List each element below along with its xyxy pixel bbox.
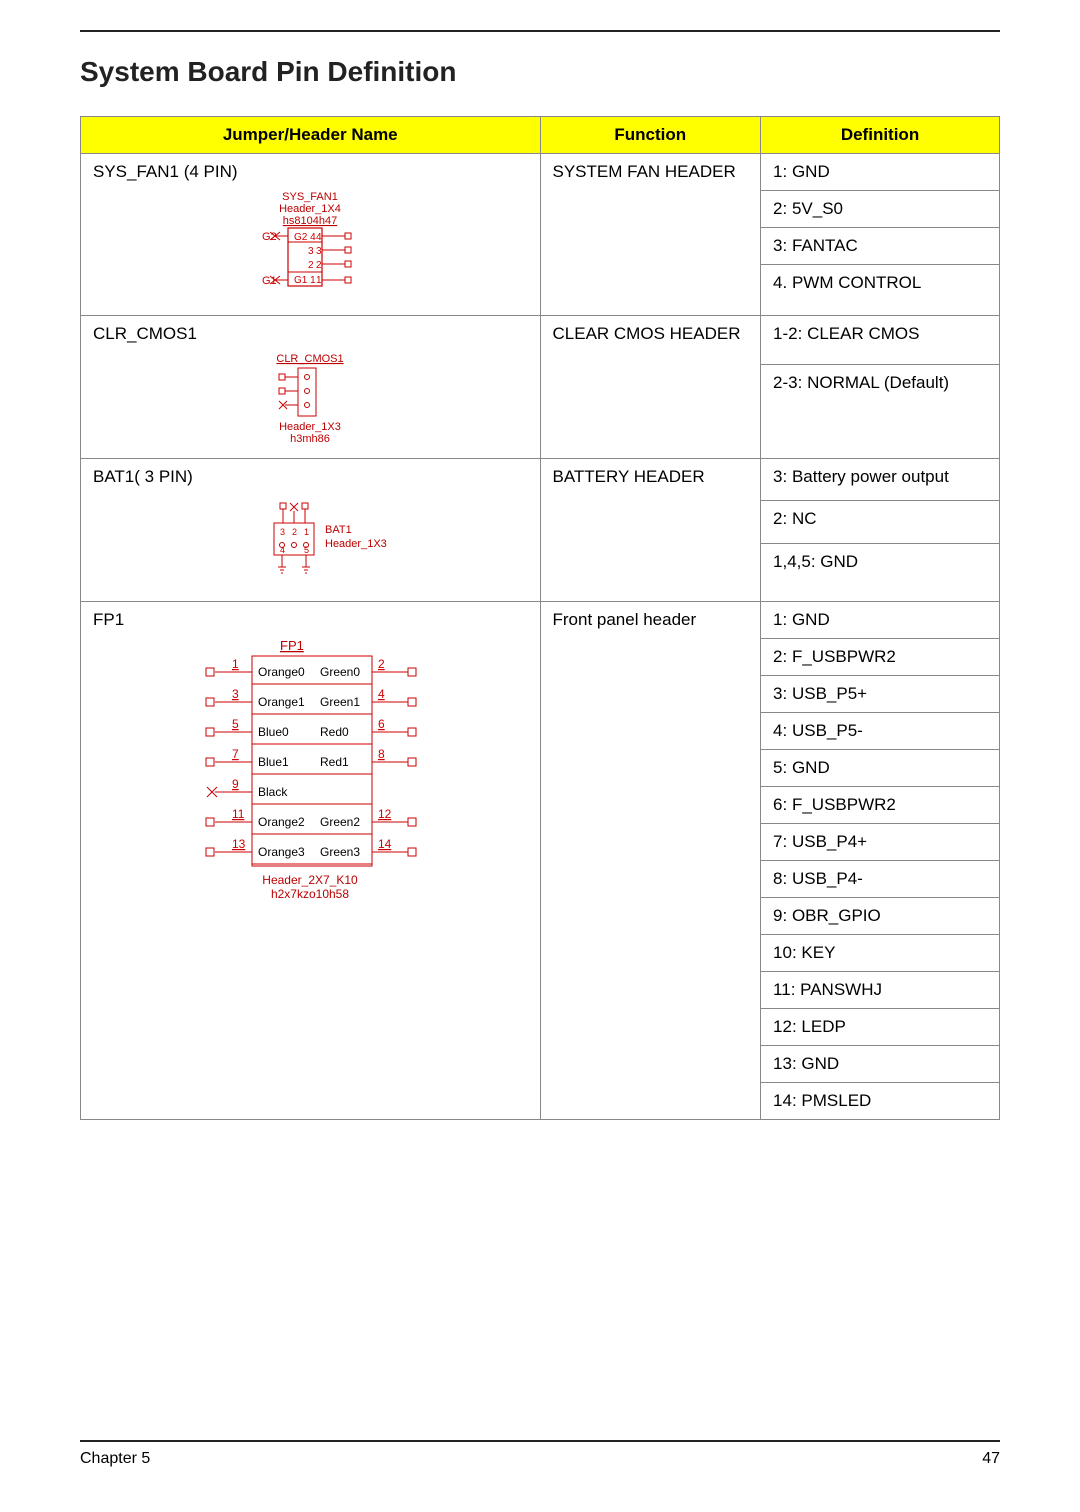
- svg-text:Green0: Green0: [320, 665, 360, 679]
- bat1-def-2: 1,4,5: GND: [761, 543, 1000, 601]
- sys-fan-def-1: 2: 5V_S0: [761, 191, 1000, 228]
- svg-text:Header_1X3: Header_1X3: [325, 538, 387, 550]
- svg-text:Orange3: Orange3: [258, 845, 305, 859]
- svg-text:1: 1: [316, 275, 322, 286]
- svg-text:h3mh86: h3mh86: [290, 433, 330, 445]
- svg-text:3: 3: [308, 246, 314, 257]
- svg-text:6: 6: [378, 717, 385, 731]
- fp1-def-0: 1: GND: [761, 602, 1000, 639]
- sys-fan-def-3: 4. PWM CONTROL: [761, 265, 1000, 316]
- fp1-func: Front panel header: [540, 602, 761, 1120]
- svg-text:1: 1: [232, 657, 239, 671]
- fp1-def-2: 3: USB_P5+: [761, 676, 1000, 713]
- svg-text:12: 12: [378, 807, 392, 821]
- svg-text:2: 2: [378, 657, 385, 671]
- fp1-def-7: 8: USB_P4-: [761, 861, 1000, 898]
- sys-fan-def-2: 3: FANTAC: [761, 228, 1000, 265]
- page-title: System Board Pin Definition: [80, 56, 1000, 88]
- svg-text:Black: Black: [258, 785, 288, 799]
- fp1-def-9: 10: KEY: [761, 935, 1000, 972]
- svg-text:5: 5: [232, 717, 239, 731]
- table-row: SYS_FAN1 (4 PIN) SYS_FAN1 Header_1X4 hs8…: [81, 154, 1000, 191]
- svg-text:Orange1: Orange1: [258, 695, 305, 709]
- clr-cmos-def-1: 2-3: NORMAL (Default): [761, 364, 1000, 458]
- clr-cmos-def-0: 1-2: CLEAR CMOS: [761, 316, 1000, 365]
- svg-text:2: 2: [308, 260, 314, 271]
- clr-cmos-func: CLEAR CMOS HEADER: [540, 316, 761, 459]
- sys-fan-func: SYSTEM FAN HEADER: [540, 154, 761, 316]
- clr-cmos-diagram: CLR_CMOS1 Header_1X3 h3mh86: [93, 350, 528, 450]
- bat1-def-1: 2: NC: [761, 501, 1000, 543]
- fp1-def-12: 13: GND: [761, 1046, 1000, 1083]
- svg-text:Green3: Green3: [320, 845, 360, 859]
- svg-text:Red1: Red1: [320, 755, 349, 769]
- svg-text:1: 1: [304, 527, 309, 537]
- svg-text:Header_1X4: Header_1X4: [279, 203, 341, 215]
- fp1-def-3: 4: USB_P5-: [761, 713, 1000, 750]
- svg-text:CLR_CMOS1: CLR_CMOS1: [277, 353, 344, 365]
- table-row: BAT1( 3 PIN) 3 2 1: [81, 459, 1000, 501]
- svg-text:Blue0: Blue0: [258, 725, 289, 739]
- svg-text:Blue1: Blue1: [258, 755, 289, 769]
- fp1-def-5: 6: F_USBPWR2: [761, 787, 1000, 824]
- svg-text:SYS_FAN1: SYS_FAN1: [282, 191, 338, 203]
- svg-text:3: 3: [280, 527, 285, 537]
- sys-fan-diagram: SYS_FAN1 Header_1X4 hs8104h47 G2 4 4 3 3…: [93, 188, 528, 298]
- sys-fan-def-0: 1: GND: [761, 154, 1000, 191]
- bat1-name: BAT1( 3 PIN): [93, 467, 528, 487]
- fp1-def-1: 2: F_USBPWR2: [761, 639, 1000, 676]
- col-header-name: Jumper/Header Name: [81, 117, 541, 154]
- fp1-diagram: FP1 12Orange0Green034Orange1Green156Blue…: [93, 636, 528, 916]
- top-rule: [80, 30, 1000, 32]
- fp1-def-4: 5: GND: [761, 750, 1000, 787]
- table-row: CLR_CMOS1 CLR_CMOS1 Header_1X3 h3mh86: [81, 316, 1000, 365]
- fp1-def-8: 9: OBR_GPIO: [761, 898, 1000, 935]
- svg-text:FP1: FP1: [280, 638, 304, 653]
- svg-text:Header_1X3: Header_1X3: [279, 421, 341, 433]
- bat1-func: BATTERY HEADER: [540, 459, 761, 602]
- fp1-def-10: 11: PANSWHJ: [761, 972, 1000, 1009]
- bat1-def-0: 3: Battery power output: [761, 459, 1000, 501]
- svg-text:BAT1: BAT1: [325, 524, 352, 536]
- svg-text:13: 13: [232, 837, 246, 851]
- table-row: FP1 FP1 12Orange0Green034Orange1Green156…: [81, 602, 1000, 639]
- pin-definition-table: Jumper/Header Name Function Definition S…: [80, 116, 1000, 1120]
- fp1-def-11: 12: LEDP: [761, 1009, 1000, 1046]
- svg-text:2: 2: [292, 527, 297, 537]
- svg-text:9: 9: [232, 777, 239, 791]
- svg-text:Header_2X7_K10: Header_2X7_K10: [263, 873, 359, 887]
- fp1-def-6: 7: USB_P4+: [761, 824, 1000, 861]
- svg-text:11: 11: [232, 807, 245, 821]
- svg-text:8: 8: [378, 747, 385, 761]
- svg-text:14: 14: [378, 837, 392, 851]
- svg-text:Orange0: Orange0: [258, 665, 305, 679]
- svg-text:Green2: Green2: [320, 815, 360, 829]
- svg-text:h2x7kzo10h58: h2x7kzo10h58: [271, 887, 349, 901]
- svg-text:Orange2: Orange2: [258, 815, 305, 829]
- svg-text:3: 3: [232, 687, 239, 701]
- svg-text:Red0: Red0: [320, 725, 349, 739]
- svg-text:hs8104h47: hs8104h47: [283, 215, 337, 227]
- page-number: 47: [982, 1450, 1000, 1468]
- fp1-name: FP1: [93, 610, 528, 630]
- svg-text:Green1: Green1: [320, 695, 360, 709]
- clr-cmos-name: CLR_CMOS1: [93, 324, 528, 344]
- svg-text:4: 4: [378, 687, 385, 701]
- col-header-def: Definition: [761, 117, 1000, 154]
- col-header-func: Function: [540, 117, 761, 154]
- svg-text:2: 2: [316, 260, 322, 271]
- fp1-def-13: 14: PMSLED: [761, 1083, 1000, 1120]
- svg-text:G2 4: G2 4: [294, 232, 316, 243]
- svg-text:G1 1: G1 1: [294, 275, 316, 286]
- page-footer: Chapter 5 47: [80, 1440, 1000, 1468]
- svg-text:5: 5: [304, 545, 309, 555]
- bat1-diagram: 3 2 1 4 5 BAT1 Header_1X3: [93, 493, 528, 593]
- svg-text:3: 3: [316, 246, 322, 257]
- svg-text:7: 7: [232, 747, 239, 761]
- sys-fan-name: SYS_FAN1 (4 PIN): [93, 162, 528, 182]
- svg-text:4: 4: [280, 545, 285, 555]
- chapter-label: Chapter 5: [80, 1450, 150, 1468]
- svg-text:4: 4: [316, 232, 322, 243]
